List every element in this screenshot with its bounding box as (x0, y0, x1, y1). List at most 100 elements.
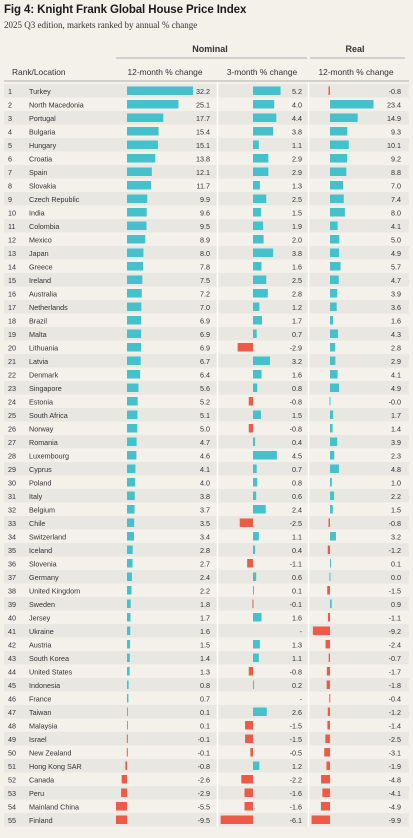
value-label-nominal_3m: 2.8 (292, 289, 302, 298)
location-label: United Kingdom (29, 586, 80, 595)
bar-nominal_12m (125, 761, 127, 770)
value-label-real_12m: 2.8 (391, 343, 401, 352)
bar-nominal_12m (127, 518, 135, 527)
bar-nominal_3m (239, 518, 253, 527)
value-label-nominal_12m: 4.0 (200, 478, 210, 487)
value-label-nominal_3m: 3.2 (292, 357, 302, 366)
bar-nominal_3m (253, 532, 259, 541)
value-label-nominal_12m: 0.7 (200, 694, 210, 703)
bar-nominal_12m (121, 775, 127, 784)
bar-nominal_12m (127, 370, 141, 379)
bar-nominal_3m (253, 316, 263, 325)
value-label-nominal_3m: 1.1 (292, 654, 302, 663)
bar-real_12m (330, 532, 336, 541)
rank-label: 11 (8, 222, 15, 231)
location-label: Japan (29, 249, 49, 258)
bar-real_12m (330, 181, 344, 190)
value-label-nominal_12m: 15.4 (196, 127, 210, 136)
value-label-real_12m: -0.8 (389, 87, 401, 96)
value-label-real_12m: 2.9 (391, 357, 401, 366)
bar-nominal_12m (127, 451, 137, 460)
location-label: Ireland (29, 276, 51, 285)
location-label: New Zealand (29, 748, 71, 757)
bar-nominal_12m (127, 599, 131, 608)
value-label-nominal_3m: 0.6 (292, 573, 302, 582)
rank-label: 47 (8, 708, 16, 717)
rank-label: 7 (8, 168, 12, 177)
bar-nominal_3m (253, 167, 269, 176)
value-label-nominal_12m: 13.8 (196, 154, 210, 163)
location-label: United States (29, 667, 73, 676)
bar-nominal_3m (248, 397, 253, 406)
value-label-nominal_12m: 0.1 (200, 708, 210, 717)
bar-nominal_3m (244, 788, 253, 797)
bar-nominal_12m (127, 208, 147, 217)
value-label-nominal_12m: -5.5 (198, 802, 210, 811)
column-header-nominal-3m: 3-month % change (227, 67, 298, 77)
rank-label: 38 (8, 586, 16, 595)
bar-nominal_3m (253, 289, 268, 298)
column-header-nominal-12m: 12-month % change (128, 67, 203, 77)
bar-nominal_12m (126, 734, 128, 743)
value-label-nominal_3m: -0.8 (290, 667, 302, 676)
value-label-nominal_12m: 5.1 (200, 411, 210, 420)
value-label-real_12m: 1.7 (391, 411, 401, 420)
location-label: Finland (29, 816, 53, 825)
rank-label: 20 (8, 343, 16, 352)
bar-nominal_12m (127, 626, 131, 635)
location-label: Israel (29, 735, 47, 744)
value-label-nominal_3m: -1.6 (290, 789, 302, 798)
value-label-nominal_3m: -0.8 (290, 397, 302, 406)
bar-real_12m (330, 221, 338, 230)
price-index-table-chart: Nominal Real Rank/Location 12-month % chang… (4, 44, 409, 827)
value-label-nominal_12m: 7.0 (200, 303, 210, 312)
value-label-nominal_3m: 2.4 (292, 505, 302, 514)
bar-nominal_12m (127, 721, 128, 730)
rank-label: 4 (8, 127, 12, 136)
bar-real_12m (330, 316, 333, 325)
rank-label: 19 (8, 330, 16, 339)
rank-label: 8 (8, 181, 12, 190)
rank-label: 3 (8, 114, 12, 123)
value-label-real_12m: -0.4 (389, 694, 401, 703)
bar-nominal_12m (127, 289, 142, 298)
bar-nominal_3m (244, 802, 253, 811)
value-label-nominal_3m: 1.1 (292, 141, 302, 150)
location-label: Cyprus (29, 465, 52, 474)
rank-label: 12 (8, 235, 16, 244)
column-header-real-12m: 12-month % change (319, 67, 394, 77)
location-label: South Korea (29, 654, 69, 663)
location-label: Lithuania (29, 343, 58, 352)
value-label-real_12m: 4.3 (391, 330, 401, 339)
bar-real_12m (330, 356, 336, 365)
bar-real_12m (330, 599, 332, 608)
column-header-location: Rank/Location (12, 67, 66, 77)
value-label-nominal_3m: 0.7 (292, 330, 302, 339)
bar-nominal_12m (127, 194, 148, 203)
bar-nominal_12m (127, 707, 128, 716)
rank-label: 18 (8, 316, 16, 325)
bar-nominal_12m (127, 100, 179, 109)
bar-real_12m (330, 491, 335, 500)
value-label-real_12m: 4.8 (391, 465, 401, 474)
bar-nominal_12m (127, 275, 143, 284)
value-label-nominal_12m: 1.6 (200, 627, 210, 636)
value-label-nominal_3m: -1.5 (290, 721, 302, 730)
bar-real_12m (330, 208, 345, 217)
bar-nominal_3m (252, 599, 254, 608)
rank-label: 35 (8, 546, 16, 555)
value-label-nominal_12m: 25.1 (196, 100, 210, 109)
bar-nominal_3m (253, 275, 267, 284)
rank-label: 37 (8, 573, 16, 582)
location-label: Bulgaria (29, 127, 55, 136)
value-label-nominal_12m: 8.0 (200, 249, 210, 258)
location-label: Mainland China (29, 802, 79, 811)
value-label-nominal_12m: 3.5 (200, 519, 210, 528)
value-label-nominal_3m: 2.5 (292, 276, 302, 285)
bar-nominal_3m (253, 113, 277, 122)
bar-real_12m (330, 127, 348, 136)
location-label: Brazil (29, 316, 47, 325)
value-label-real_12m: 4.7 (391, 276, 401, 285)
bar-nominal_12m (127, 86, 194, 95)
bar-real_12m (329, 397, 331, 406)
